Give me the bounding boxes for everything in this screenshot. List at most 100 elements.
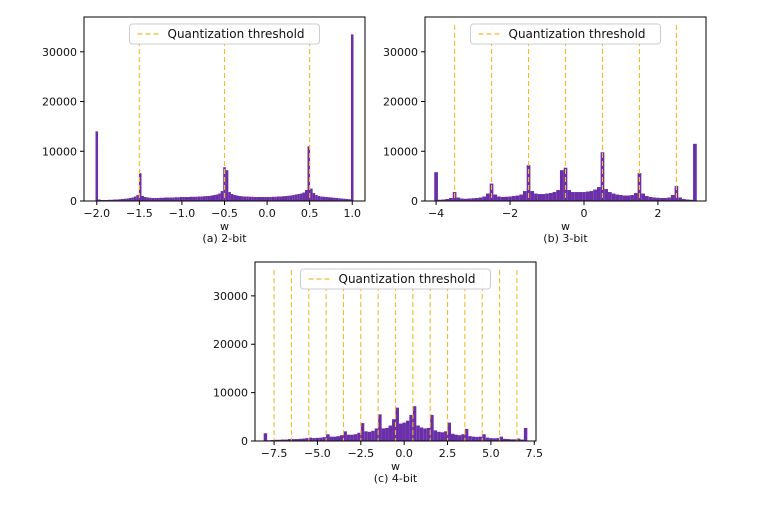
histogram-bar [276, 196, 280, 201]
histogram-bar [689, 199, 694, 201]
x-tick-label: 2.5 [439, 447, 457, 460]
histogram-bar [486, 193, 490, 201]
histogram-bar [98, 199, 101, 201]
histogram-bar [563, 167, 568, 201]
histogram-bar [190, 196, 193, 201]
x-tick-label: 0 [580, 207, 587, 220]
histogram-bar [159, 197, 162, 201]
histogram-bar [371, 430, 375, 441]
histogram-bar [478, 436, 483, 441]
histogram-bar [360, 423, 365, 441]
y-tick-label: 20000 [42, 96, 77, 109]
axes-frame [424, 16, 707, 202]
x-tick-label: 1.0 [343, 207, 361, 220]
histogram-bar [516, 438, 521, 441]
y-tick-label: 30000 [383, 46, 418, 59]
histogram-bar [656, 197, 660, 201]
y-tick-label: 0 [70, 195, 77, 208]
legend-entry: Quantization threshold [168, 27, 305, 41]
histogram-bar [474, 198, 479, 201]
histogram-bar [412, 406, 417, 441]
panel-a-2-bit: −2.0 −1.5 −1.0 −0.5 0.0 0.5 1.0 0 10000 20000 3000… [42, 16, 366, 245]
x-tick-label: 2 [654, 207, 661, 220]
histogram-bar [433, 430, 438, 441]
histogram-bar [489, 438, 493, 441]
histogram-bar [464, 428, 469, 441]
histogram-bar [207, 196, 211, 201]
histogram-bar [291, 439, 295, 441]
histogram-bar [215, 194, 219, 201]
histogram-bar [437, 431, 441, 441]
y-tick-label: 0 [241, 435, 248, 448]
histogram-bar [195, 196, 198, 201]
histogram-bar [537, 194, 542, 201]
histogram-bar [460, 198, 464, 201]
histogram-bar [192, 196, 196, 201]
histogram-bar [246, 196, 249, 201]
histogram-bar [430, 414, 434, 441]
y-tick-label: 10000 [213, 387, 248, 400]
histogram-bar [210, 195, 213, 201]
histogram-bar [504, 196, 509, 201]
y-tick-label: 10000 [383, 145, 418, 158]
histogram-bar [287, 195, 290, 201]
histogram-bar [320, 196, 323, 201]
histogram-bar [508, 196, 512, 201]
histogram-bar [409, 414, 413, 441]
histogram-bar [492, 438, 497, 441]
histogram-bar [333, 436, 337, 441]
histogram-bar [149, 197, 152, 201]
histogram-bar [482, 196, 487, 201]
histogram-bar [279, 196, 282, 201]
legend-box [300, 268, 491, 290]
x-tick-label: 0.0 [395, 447, 413, 460]
histogram-bar [589, 191, 594, 201]
histogram-bar [298, 438, 302, 441]
histogram-bar [545, 193, 549, 201]
histogram-bar [615, 194, 620, 201]
x-tick-label: 5.0 [482, 447, 500, 460]
histogram-bar [302, 192, 305, 201]
histogram-bar [596, 187, 601, 201]
x-tick-label: −7.5 [261, 447, 288, 460]
x-tick-label: 7.5 [526, 447, 544, 460]
histogram-bar [548, 193, 553, 201]
histogram-bar [345, 199, 349, 201]
histogram-bar [292, 195, 295, 201]
x-tick-label: −5.0 [304, 447, 331, 460]
histogram-bar [343, 198, 346, 201]
histogram-bar [541, 194, 546, 201]
histogram-bar [641, 193, 645, 201]
histogram-bar [322, 437, 327, 441]
histogram-bar [392, 419, 396, 441]
histogram-bar [648, 197, 653, 201]
legend-entry: Quantization threshold [509, 27, 646, 41]
histogram-bar [506, 439, 510, 441]
histogram-bar [604, 189, 609, 201]
x-tick-label: −2.0 [83, 207, 110, 220]
histogram-bar [353, 434, 358, 441]
histogram-bar [357, 432, 361, 441]
x-tick-label: −4 [428, 207, 444, 220]
histogram-bar [220, 191, 224, 201]
histogram-bar [205, 196, 208, 201]
histogram-bar [593, 189, 597, 201]
histogram-bar [350, 434, 354, 441]
histogram-bar [266, 197, 270, 201]
histogram-bar [622, 195, 627, 201]
histogram-bar [388, 425, 393, 441]
histogram-bar [167, 197, 170, 201]
y-tick-label: 10000 [42, 145, 77, 158]
histogram-bar [200, 196, 203, 201]
histogram-bar [633, 193, 638, 201]
histogram-bar [233, 195, 236, 201]
panel-b-3-bit: −4 −2 0 2 0 10000 20000 30000 w(b) 3-bit Quantiza… [383, 16, 707, 245]
histogram-bar [131, 197, 134, 201]
histogram-bar [294, 194, 298, 201]
histogram-bar [405, 420, 410, 441]
histogram-bar [416, 425, 420, 441]
histogram-bar [530, 191, 535, 201]
histogram-bar [374, 428, 379, 441]
histogram-bar [485, 437, 490, 441]
panel-caption: (c) 4-bit [374, 472, 418, 485]
